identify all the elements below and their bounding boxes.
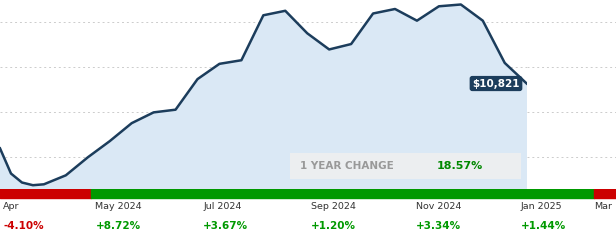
Text: +8.72%: +8.72% — [95, 221, 140, 231]
Text: Mar: Mar — [594, 202, 612, 211]
FancyBboxPatch shape — [290, 153, 521, 179]
Text: 18.57%: 18.57% — [437, 161, 484, 171]
Text: May 2024: May 2024 — [95, 202, 142, 211]
Text: +1.44%: +1.44% — [521, 221, 565, 231]
Text: +3.67%: +3.67% — [203, 221, 248, 231]
Text: +1.20%: +1.20% — [311, 221, 356, 231]
Text: Sep 2024: Sep 2024 — [311, 202, 356, 211]
Text: Apr: Apr — [3, 202, 20, 211]
Text: +3.34%: +3.34% — [416, 221, 461, 231]
Text: Jul 2024: Jul 2024 — [203, 202, 241, 211]
Text: Nov 2024: Nov 2024 — [416, 202, 461, 211]
Text: 1 YEAR CHANGE: 1 YEAR CHANGE — [300, 161, 394, 171]
Text: -4.10%: -4.10% — [3, 221, 44, 231]
Text: $10,821: $10,821 — [472, 79, 520, 88]
Text: Jan 2025: Jan 2025 — [521, 202, 562, 211]
